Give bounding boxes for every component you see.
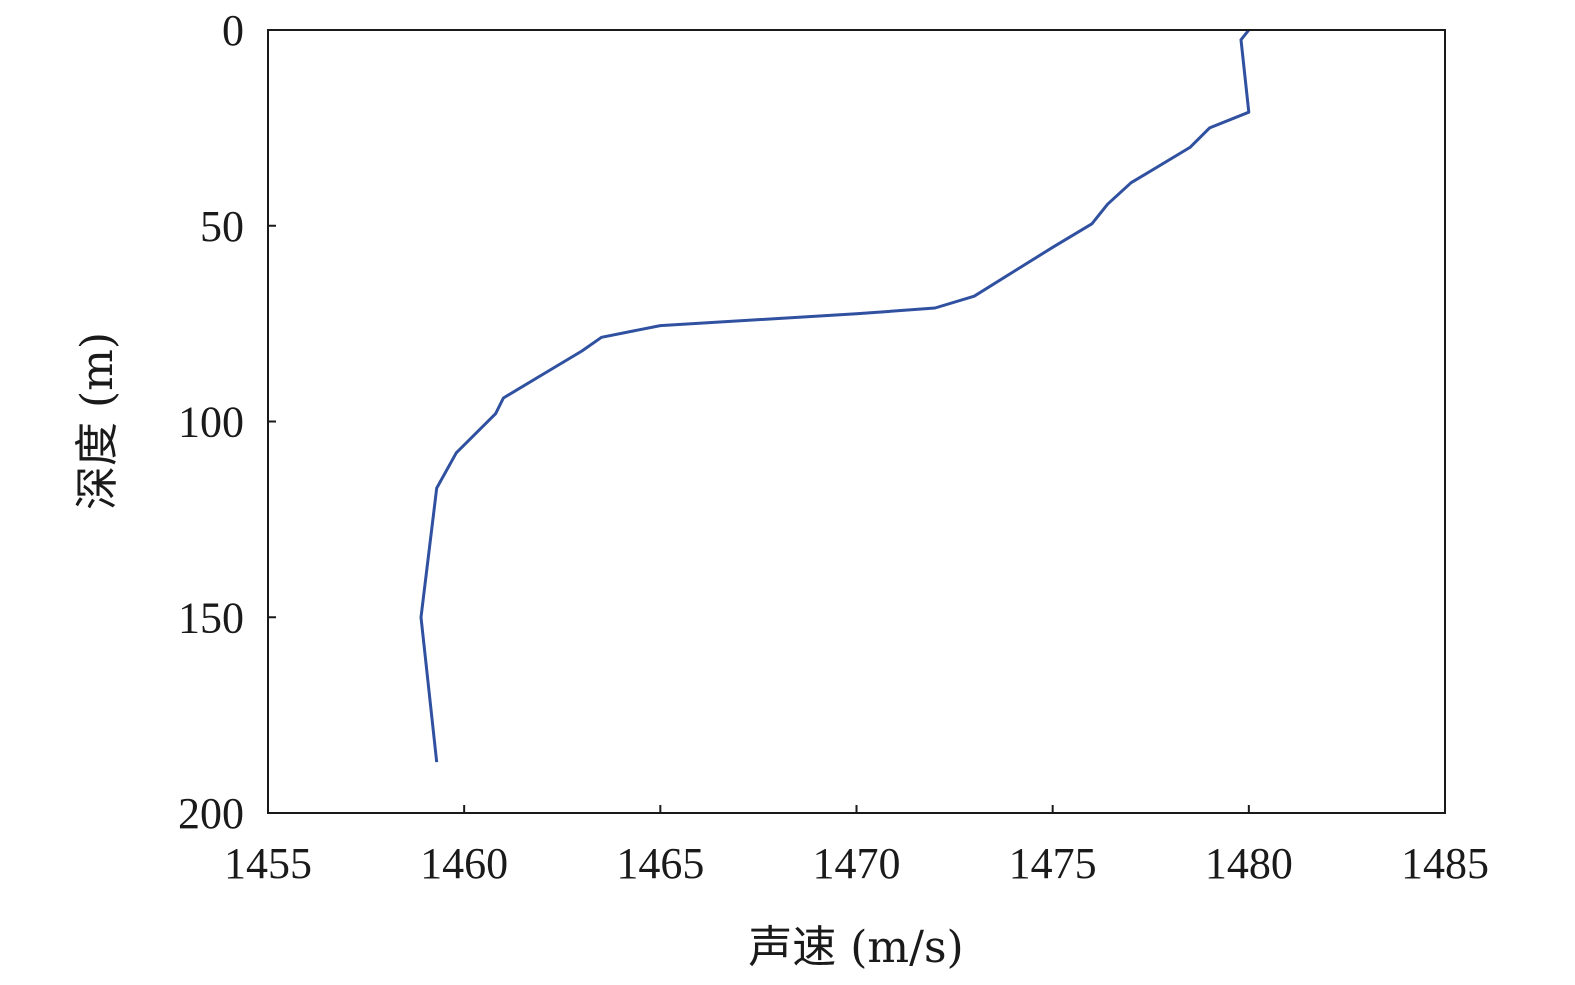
y-tick-label: 0 — [222, 6, 244, 55]
x-axis-title: 声速 (m/s) — [748, 922, 963, 973]
y-tick-label: 150 — [178, 593, 244, 642]
x-tick-label: 1470 — [813, 839, 901, 888]
plot-marks — [419, 29, 1251, 763]
plot-frame — [267, 29, 1446, 814]
y-axis-title: 深度 (m) — [72, 332, 123, 510]
sound-speed-line — [419, 29, 1251, 763]
x-tick-label: 1455 — [224, 839, 312, 888]
y-axis: 0 50 100 150 200 — [178, 6, 276, 838]
y-tick-label: 200 — [178, 789, 244, 838]
x-tick-label: 1485 — [1401, 839, 1489, 888]
y-tick-label: 50 — [200, 202, 244, 251]
x-tick-label: 1465 — [616, 839, 704, 888]
x-tick-label: 1475 — [1009, 839, 1097, 888]
x-tick-label: 1460 — [420, 839, 508, 888]
x-tick-label: 1480 — [1205, 839, 1293, 888]
y-tick-label: 100 — [178, 398, 244, 447]
x-axis: 1455 1460 1465 1470 1475 1480 1485 — [224, 805, 1489, 888]
